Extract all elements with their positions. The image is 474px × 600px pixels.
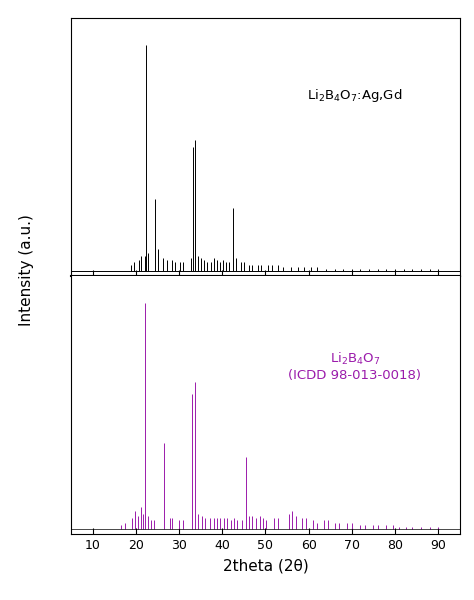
Text: Li$_2$B$_4$O$_7$:Ag,Gd: Li$_2$B$_4$O$_7$:Ag,Gd	[307, 87, 402, 104]
Text: Li$_2$B$_4$O$_7$
(ICDD 98-013-0018): Li$_2$B$_4$O$_7$ (ICDD 98-013-0018)	[288, 351, 421, 382]
Text: Intensity (a.u.): Intensity (a.u.)	[19, 214, 34, 326]
X-axis label: 2theta (2θ): 2theta (2θ)	[223, 559, 308, 574]
